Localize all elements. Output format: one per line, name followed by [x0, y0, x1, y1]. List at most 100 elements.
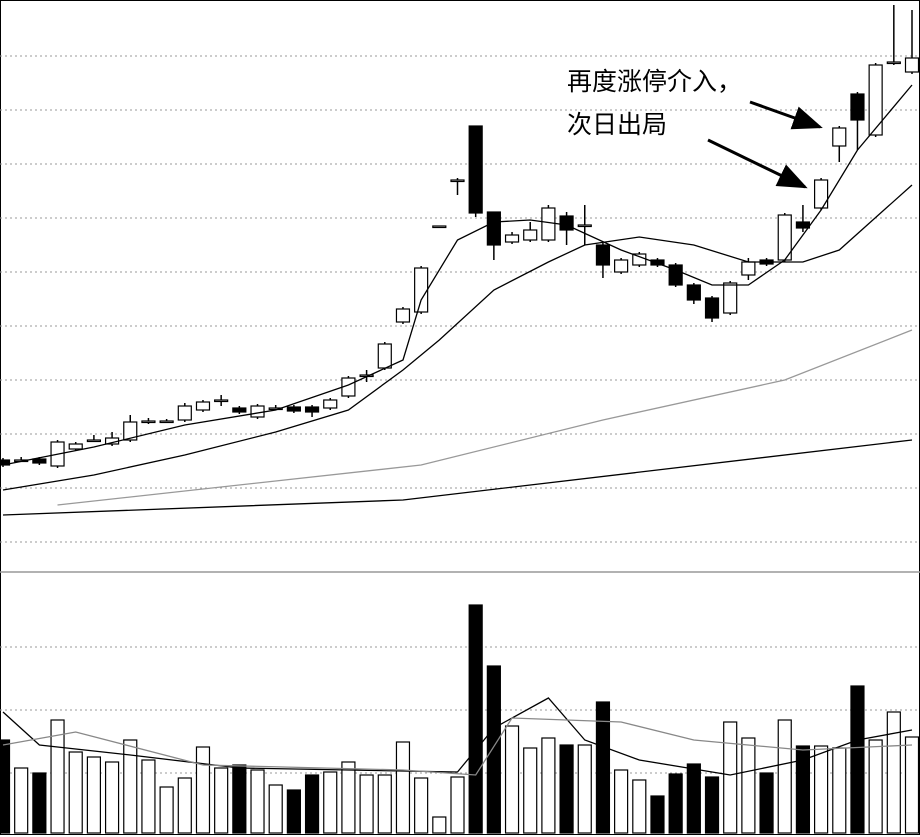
candle-body [432, 225, 447, 229]
volume-bar [32, 772, 47, 834]
candle-body [195, 401, 211, 411]
volume-bar [468, 604, 483, 834]
candle-body [395, 308, 411, 323]
volume-bar [123, 739, 138, 834]
candle-body [723, 282, 738, 314]
volume-bar [650, 795, 665, 834]
candle-body [177, 405, 192, 421]
candle-body [414, 267, 429, 313]
volume-bar [68, 751, 83, 834]
candle-body [214, 399, 229, 403]
volume-bar [904, 736, 920, 834]
candle-body [504, 234, 520, 243]
arrow [749, 100, 823, 130]
volume-bar [450, 776, 465, 834]
ma-line [2, 184, 913, 491]
volume-bar [777, 719, 792, 834]
ma-line [57, 329, 913, 506]
candle-body [468, 125, 483, 214]
candle-body [304, 406, 320, 413]
volume-bar [759, 772, 774, 834]
ma-line [2, 717, 913, 776]
volume-bar [232, 764, 247, 834]
candle-body [86, 439, 102, 443]
ma-line [2, 84, 913, 466]
candle-body [868, 64, 883, 136]
volume-bar [341, 761, 356, 834]
volume-bar [850, 685, 865, 834]
volume-bar [250, 769, 265, 834]
candle-body [159, 420, 174, 424]
volume-bar [304, 774, 320, 834]
volume-bar [177, 777, 192, 834]
volume-bar [104, 761, 120, 834]
volume-bar [741, 737, 756, 834]
candle-body [32, 458, 47, 464]
volume-bar [141, 759, 156, 834]
volume-bar [14, 767, 29, 834]
candle-body [486, 211, 501, 246]
volume-bar [86, 756, 102, 834]
volume-bar [886, 711, 901, 834]
volume-bar [195, 746, 211, 834]
volume-bar [541, 737, 556, 834]
candle-body [123, 421, 138, 441]
volume-bar [614, 769, 629, 834]
candle-body [850, 93, 865, 121]
candle-body [813, 179, 829, 209]
candle-body [523, 229, 538, 241]
volume-bar [595, 701, 611, 834]
candle-body [741, 261, 756, 276]
candle-body [886, 61, 901, 65]
volume-bar [268, 784, 283, 834]
volume-bar [50, 719, 65, 834]
volume-bar [686, 763, 701, 834]
ma-line [2, 439, 913, 516]
candle-body [668, 264, 683, 286]
volume-bar [832, 747, 847, 834]
candle-body [141, 420, 156, 424]
volume-bar [395, 741, 411, 834]
volume-bar [323, 771, 338, 834]
candle-body [541, 207, 556, 241]
volume-bar [868, 739, 883, 834]
volume-bar [704, 776, 720, 834]
ma-line [2, 697, 913, 776]
candle-body [595, 244, 611, 266]
candle-body [686, 284, 701, 301]
volume-bar [795, 745, 811, 834]
annotation-line: 次日出局 [567, 110, 667, 139]
volume-bar [813, 745, 829, 834]
candle-body [795, 221, 811, 229]
candle-body [286, 406, 301, 412]
candle-body [450, 179, 465, 183]
candle-body [377, 343, 392, 369]
arrow [707, 138, 808, 189]
candle-body [323, 399, 338, 409]
candle-body [650, 259, 665, 266]
volume-bar [632, 779, 647, 834]
candle-body [832, 127, 847, 147]
volume-bar [214, 767, 229, 834]
annotation-line: 再度涨停介入， [567, 67, 742, 96]
candle-body [250, 405, 265, 418]
candle-body [614, 259, 629, 273]
volume-bar [486, 665, 501, 834]
volume-bar [559, 744, 574, 834]
candle-body [232, 407, 247, 413]
volume-bar [432, 816, 447, 834]
volume-bar [414, 777, 429, 834]
candle-body [577, 224, 592, 228]
volume-bar [577, 744, 592, 834]
volume-bar [359, 774, 374, 834]
candle-body [68, 443, 83, 450]
volume-bar [668, 773, 683, 834]
volume-bar [159, 786, 174, 834]
volume-bar [523, 747, 538, 834]
volume-bar [723, 721, 738, 834]
volume-bar [377, 774, 392, 834]
candle-body [559, 215, 574, 231]
volume-bar [286, 789, 301, 834]
